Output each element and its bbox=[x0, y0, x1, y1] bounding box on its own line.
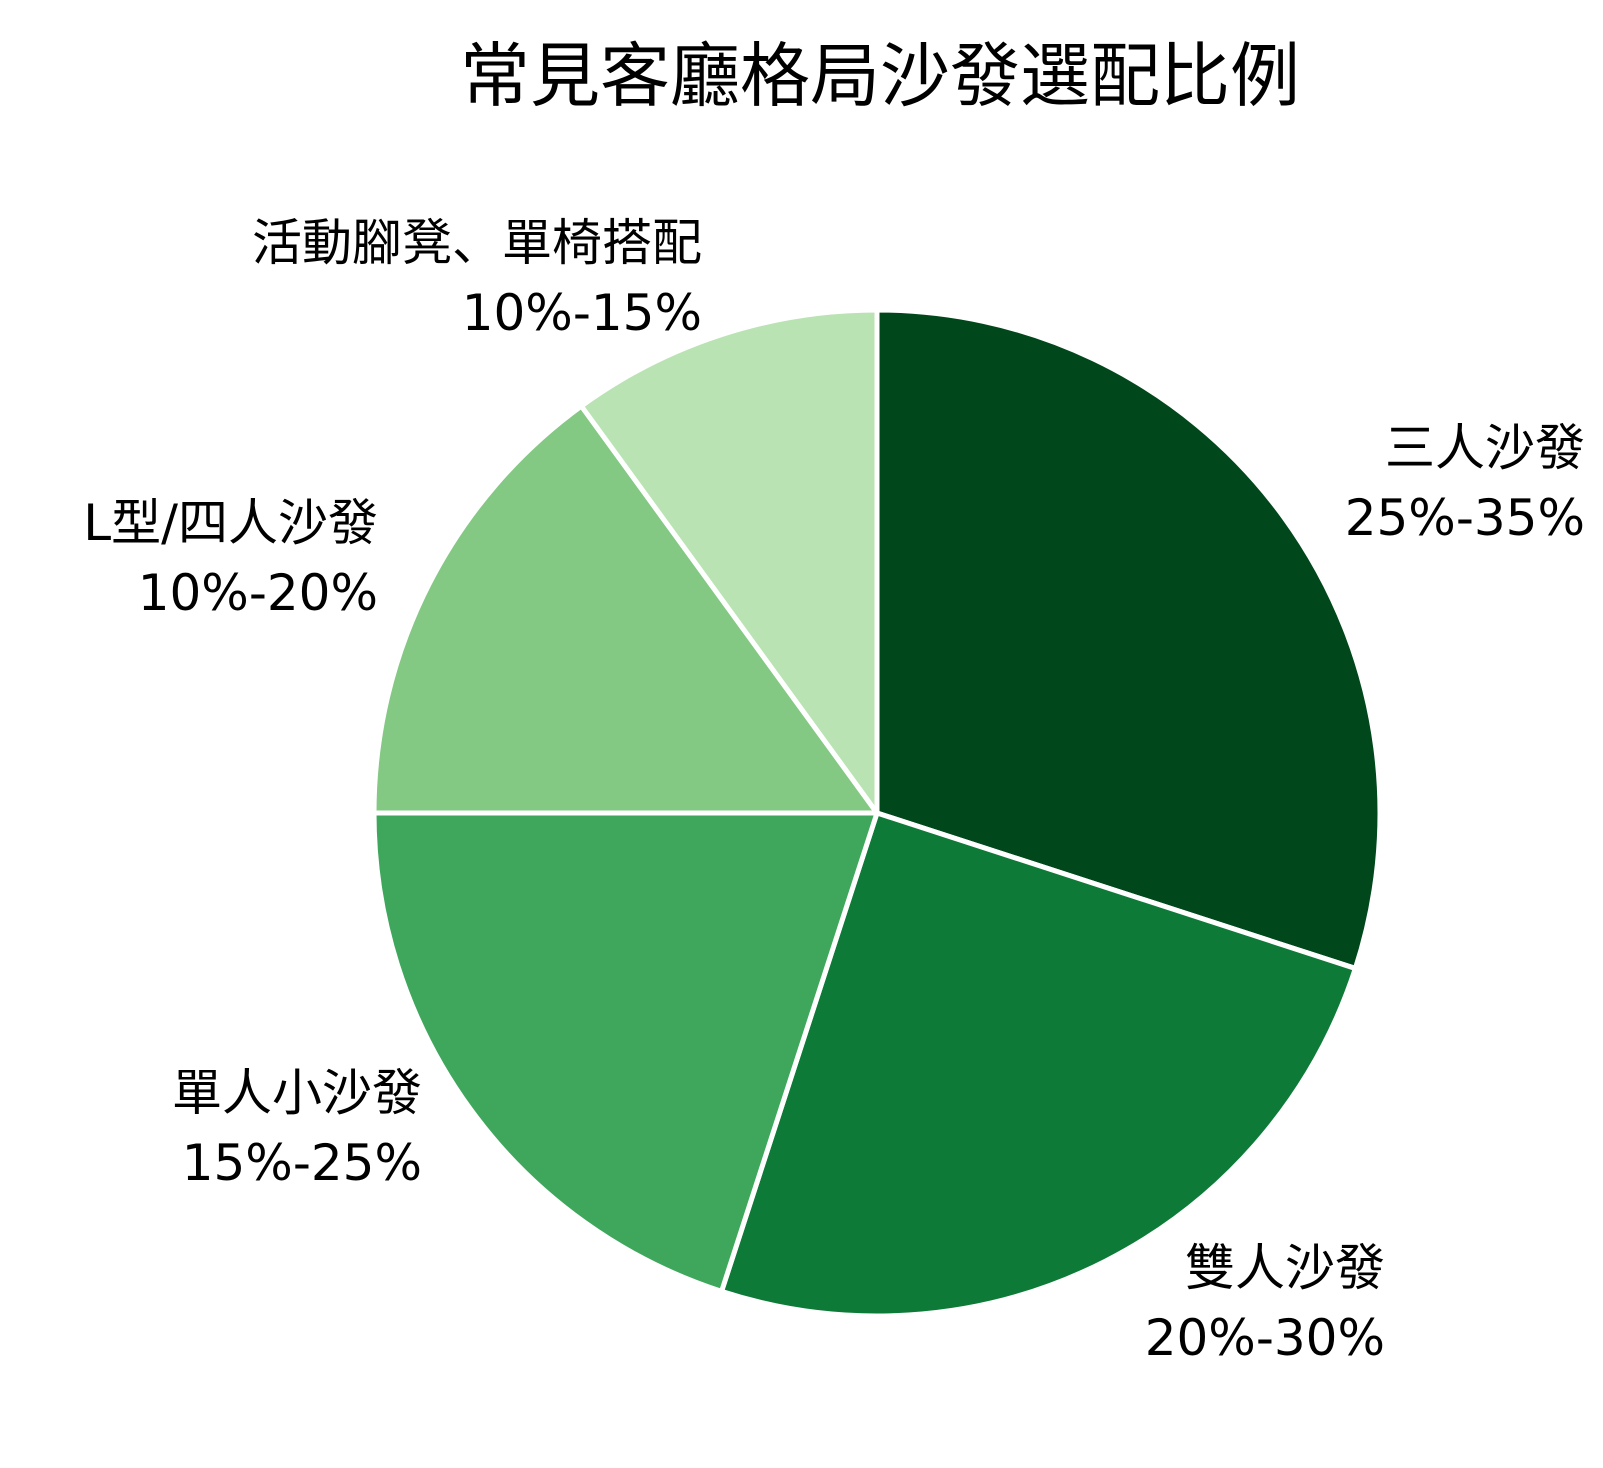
slice-range-label: 25%-35% bbox=[1345, 489, 1585, 547]
pie-slice-3 bbox=[371, 810, 880, 1294]
slice-name-label: 活動腳凳、單椅搭配 bbox=[252, 214, 702, 272]
slice-range-label: 20%-30% bbox=[1145, 1309, 1385, 1367]
slice-name-label: 雙人沙發 bbox=[1185, 1239, 1385, 1297]
slice-range-label: 10%-15% bbox=[462, 284, 702, 342]
pie-slice-4 bbox=[371, 403, 880, 816]
slice-name-label: 單人小沙發 bbox=[172, 1064, 422, 1122]
pie-slice-labels: 三人沙發 25%-35% 雙人沙發 20%-30% 單人小沙發 15%-25% L型/四人沙… bbox=[83, 214, 1585, 1367]
chart-title: 常見客廳格局沙發選配比例 bbox=[460, 35, 1300, 117]
pie-slices bbox=[371, 307, 1383, 1319]
slice-name-label: L型/四人沙發 bbox=[83, 494, 378, 552]
pie-slice-5 bbox=[578, 307, 880, 816]
slice-range-label: 10%-20% bbox=[138, 564, 378, 622]
pie-slice-2 bbox=[719, 810, 1358, 1319]
slice-name-label: 三人沙發 bbox=[1385, 419, 1585, 477]
pie-slice-1 bbox=[874, 307, 1383, 971]
slice-range-label: 15%-25% bbox=[182, 1134, 422, 1192]
